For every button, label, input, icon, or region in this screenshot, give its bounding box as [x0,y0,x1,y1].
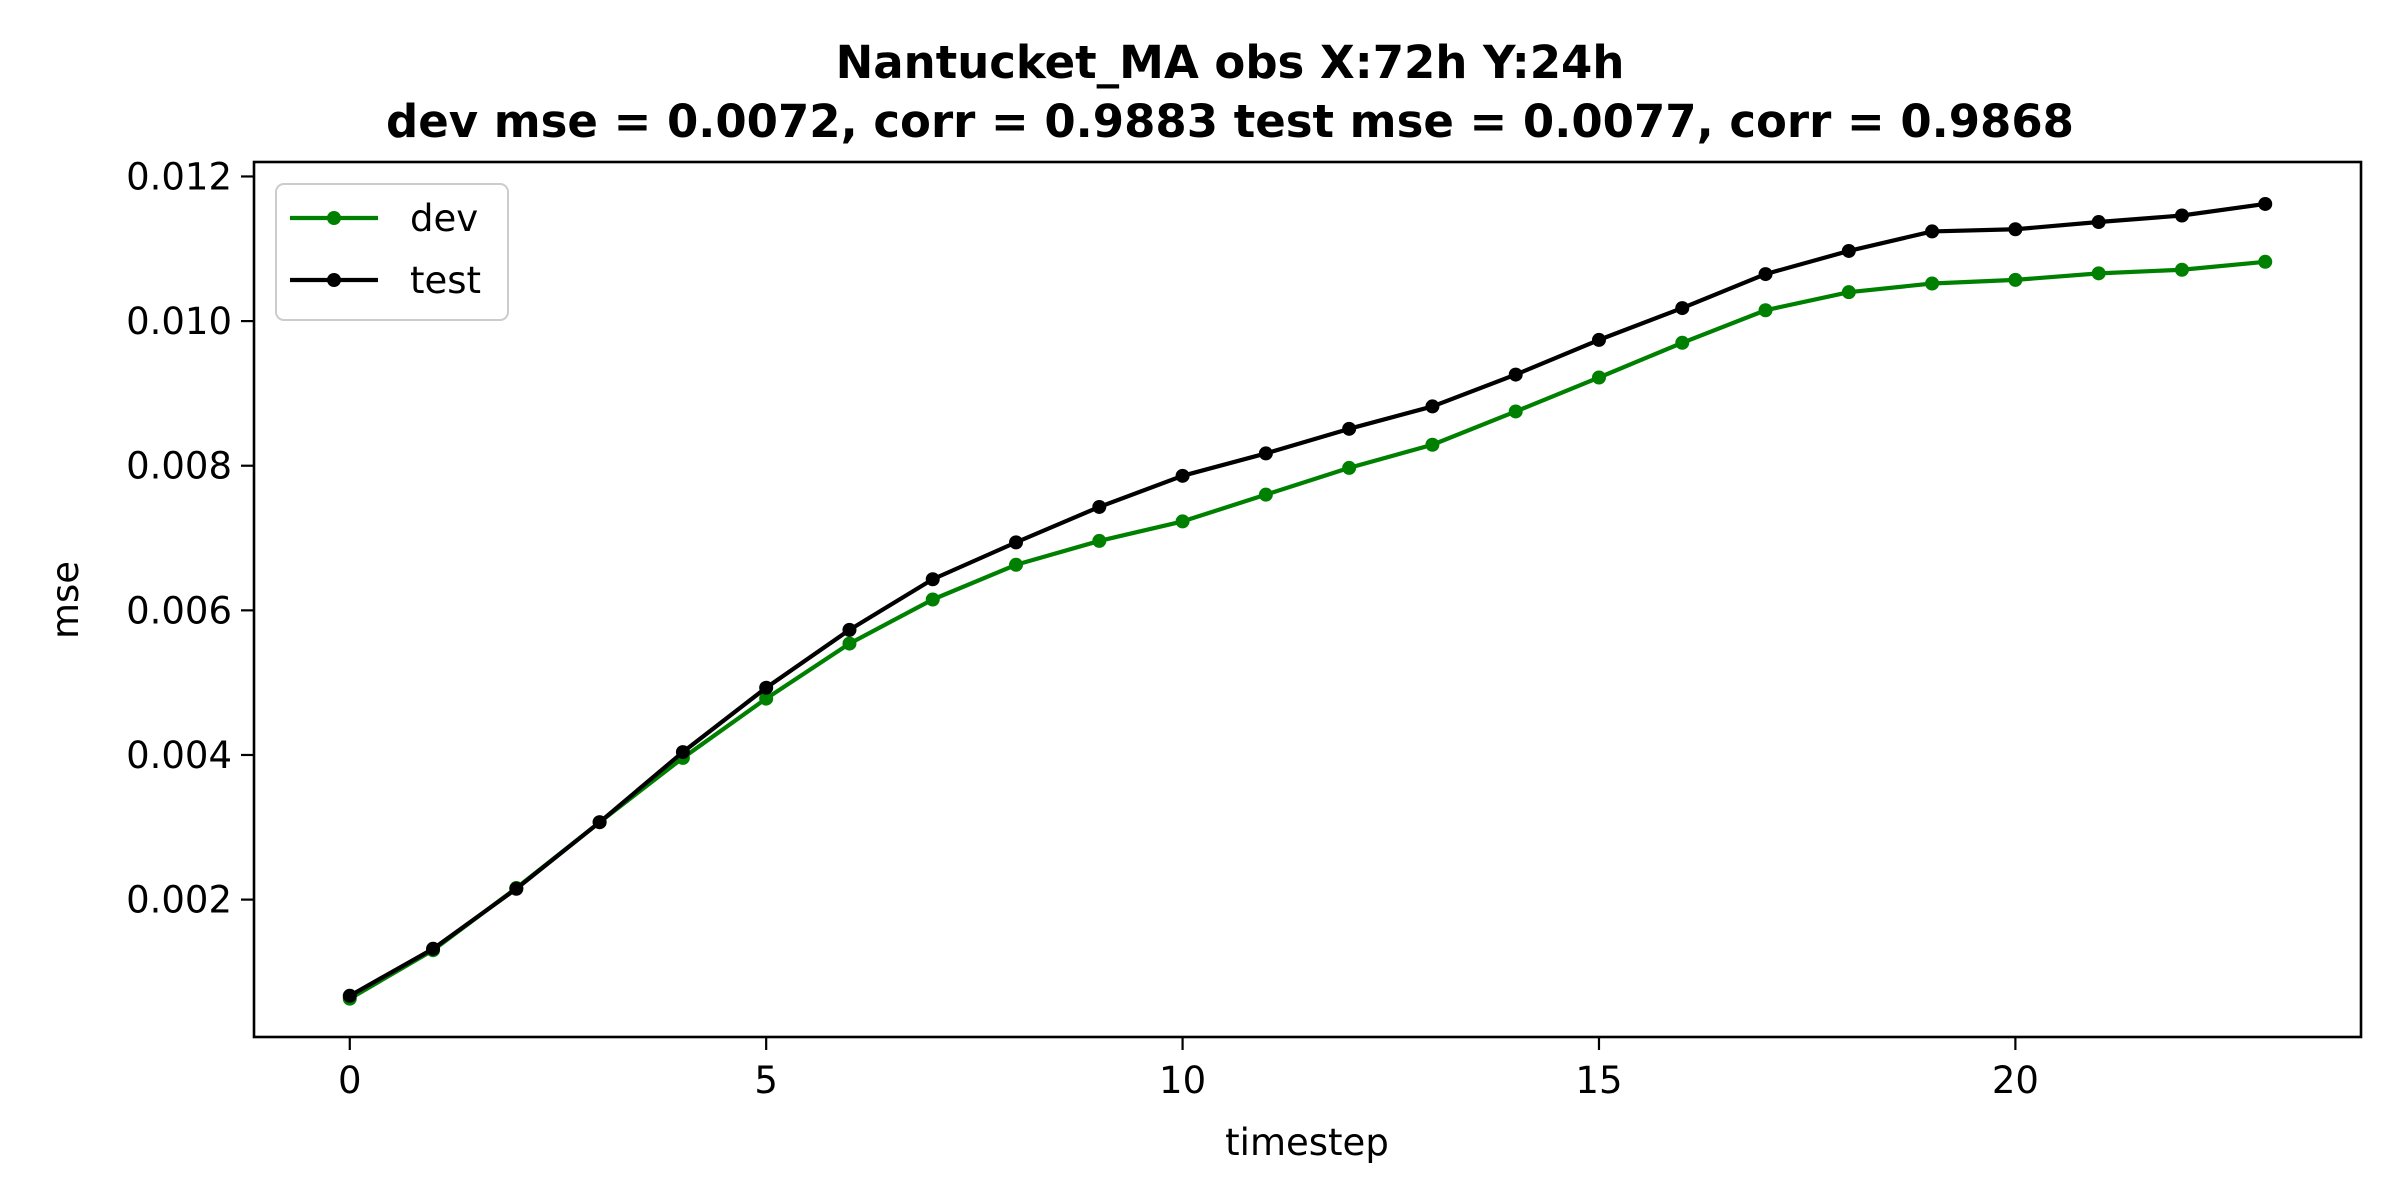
legend-marker-test [327,273,341,287]
data-point-dev [2091,266,2106,281]
y-tick-label: 0.010 [126,300,232,343]
data-point-test [1175,468,1190,483]
data-point-test [2091,215,2106,230]
y-tick-label: 0.012 [126,155,232,198]
data-point-dev [759,691,774,706]
data-point-dev [842,636,857,651]
data-point-dev [2008,272,2023,287]
legend-label-test: test [410,259,481,302]
x-axis-label: timestep [1225,1121,1389,1164]
data-point-test [592,815,607,830]
legend-label-dev: dev [410,197,478,240]
data-point-dev [1425,437,1440,452]
x-tick-label: 5 [754,1059,778,1102]
data-point-test [2258,196,2273,211]
data-point-test [342,988,357,1003]
x-tick-label: 0 [338,1059,362,1102]
data-point-dev [1925,276,1940,291]
data-point-test [759,680,774,695]
data-point-dev [1591,370,1606,385]
data-point-test [1758,267,1773,282]
data-point-dev [2174,262,2189,277]
data-point-test [1925,224,1940,239]
data-point-dev [2258,254,2273,269]
data-point-test [1591,332,1606,347]
data-point-test [1342,421,1357,436]
data-point-test [1675,301,1690,316]
x-tick-label: 15 [1575,1059,1622,1102]
legend-marker-dev [327,211,341,225]
chart-title-line1: Nantucket_MA obs X:72h Y:24h [836,36,1625,89]
data-point-dev [1758,303,1773,318]
plot-frame [252,160,2363,1039]
y-tick-label: 0.004 [126,734,232,777]
y-tick-label: 0.006 [126,589,232,632]
data-point-test [1092,499,1107,514]
data-point-test [1508,367,1523,382]
data-point-test [1009,535,1024,550]
legend: dev test [275,183,509,321]
x-tick-label: 10 [1159,1059,1206,1102]
data-point-dev [1508,404,1523,419]
data-point-dev [1675,335,1690,350]
data-point-dev [1175,514,1190,529]
data-point-test [1258,446,1273,461]
data-point-test [2174,208,2189,223]
data-point-test [426,941,441,956]
series-line-dev [348,259,2266,1001]
data-point-dev [1342,460,1357,475]
data-point-test [675,745,690,760]
data-point-dev [1092,533,1107,548]
data-point-test [1841,243,1856,258]
y-axis-label: mse [44,561,87,639]
data-point-dev [925,592,940,607]
y-tick-label: 0.008 [126,445,232,488]
y-axis: 0.002 0.004 0.006 0.008 0.010 0.012 [126,155,254,922]
y-tick-label: 0.002 [126,879,232,922]
data-point-test [509,881,524,896]
data-point-dev [1841,285,1856,300]
x-tick-label: 20 [1992,1059,2039,1102]
data-point-test [1425,399,1440,414]
plot-area [342,196,2273,1006]
series-line-test [348,201,2266,998]
x-axis: 0 5 10 15 20 [338,1037,2039,1102]
data-point-test [842,622,857,637]
data-point-test [2008,222,2023,237]
chart-title-line2: dev mse = 0.0072, corr = 0.9883 test mse… [386,95,2074,148]
data-point-dev [1258,487,1273,502]
data-point-dev [1009,557,1024,572]
data-point-test [925,572,940,587]
